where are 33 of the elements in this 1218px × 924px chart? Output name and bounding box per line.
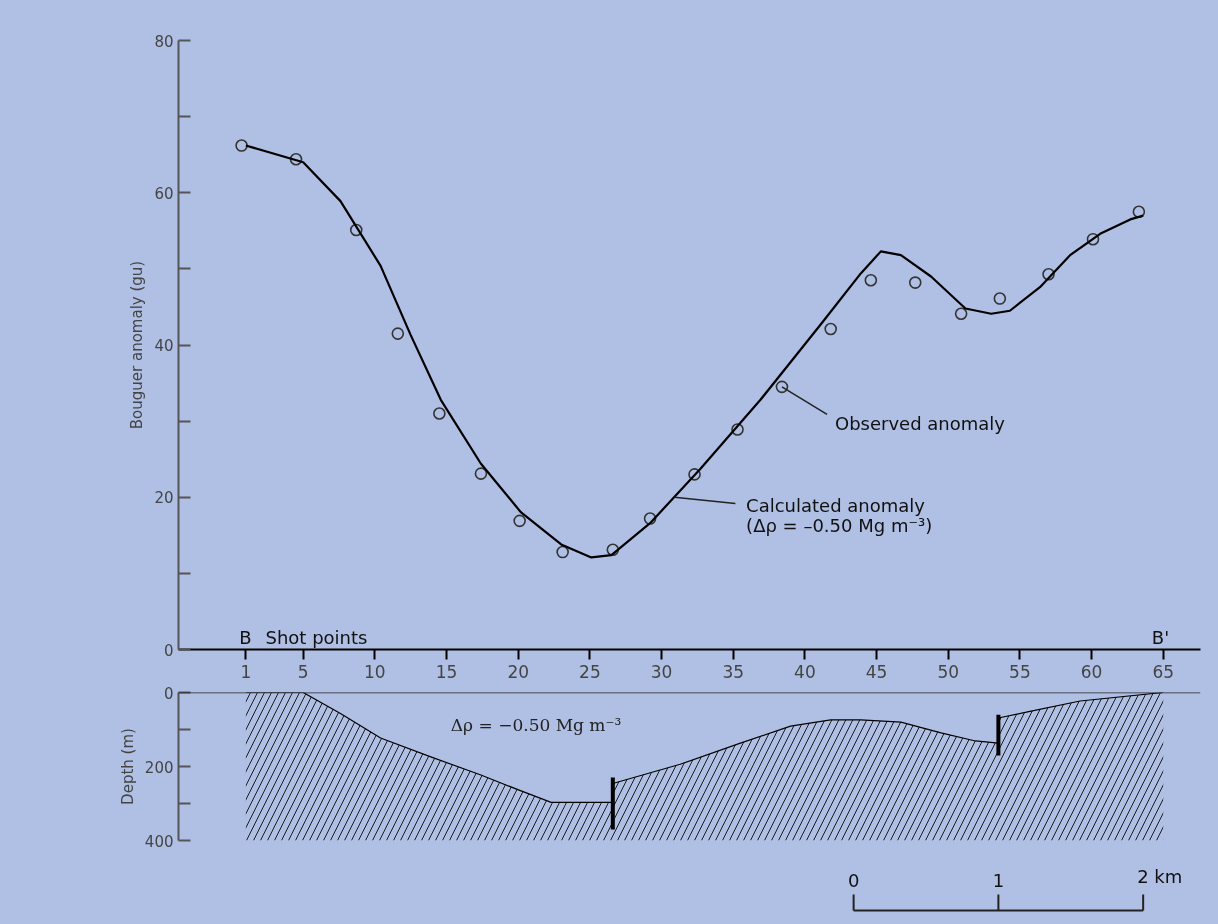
x-tick-label: 30 bbox=[650, 661, 673, 682]
annotation: Δρ = −0.50 Mg m⁻³ bbox=[450, 715, 622, 736]
x-tick-label: 40 bbox=[794, 661, 816, 682]
text: 0 bbox=[847, 869, 860, 891]
annotation: B' bbox=[1151, 626, 1170, 648]
y-tick-label: 80 bbox=[154, 32, 174, 51]
x-tick-label: 65 bbox=[1152, 661, 1175, 682]
y-tick-label: 20 bbox=[154, 489, 174, 508]
y-tick-label: 0 bbox=[163, 684, 174, 703]
x-tick-label: 25 bbox=[579, 661, 601, 682]
x-tick-label: 45 bbox=[865, 661, 888, 682]
annotation: Observed anomaly bbox=[834, 412, 1006, 434]
x-tick-label: 20 bbox=[507, 661, 530, 682]
x-tick-label: 35 bbox=[722, 661, 745, 682]
y-axis-title: Depth (m) bbox=[118, 728, 137, 805]
x-tick-label: 55 bbox=[1009, 661, 1031, 682]
text: 1 bbox=[992, 869, 1005, 891]
y-tick-label: 200 bbox=[144, 758, 174, 777]
y-tick-label: 60 bbox=[154, 184, 174, 203]
x-tick-label: 10 bbox=[364, 661, 386, 682]
text: 2 km bbox=[1137, 865, 1183, 887]
annotation: B bbox=[239, 626, 252, 648]
x-tick-label: 15 bbox=[435, 661, 458, 682]
x-axis-title: Shot points bbox=[265, 626, 368, 648]
y-tick-label: 400 bbox=[144, 832, 174, 851]
x-tick-label: 60 bbox=[1080, 661, 1103, 682]
y-axis-title: Bouguer anomaly (gu) bbox=[128, 260, 147, 430]
annotation: Calculated anomaly (Δρ = –0.50 Mg m⁻³) bbox=[746, 495, 933, 537]
y-tick-label: 40 bbox=[154, 337, 174, 355]
x-tick-label: 1 bbox=[240, 661, 252, 682]
x-tick-label: 50 bbox=[937, 661, 960, 682]
y-tick-label: 0 bbox=[163, 641, 174, 660]
x-tick-label: 5 bbox=[297, 661, 309, 682]
